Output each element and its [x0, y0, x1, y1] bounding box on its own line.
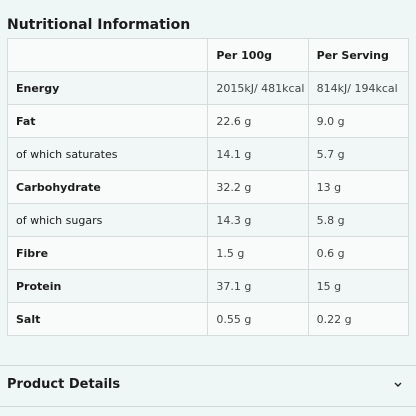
- nutrient-name: Energy: [6, 71, 209, 105]
- product-details-toggle[interactable]: Product Details: [0, 366, 416, 406]
- nutrient-value: 5.8 g: [307, 203, 410, 237]
- header-row: Per 100g Per Serving: [6, 38, 410, 72]
- nutrient-name: Protein: [6, 269, 209, 303]
- nutrient-value: 0.22 g: [307, 302, 410, 336]
- nutrient-value: 0.6 g: [307, 236, 410, 270]
- nutrient-value: 37.1 g: [207, 269, 309, 303]
- nutrient-name: Fibre: [6, 236, 209, 270]
- nutrient-value: 15 g: [307, 269, 410, 303]
- divider: [0, 406, 416, 407]
- nutrient-value: 14.1 g: [207, 137, 309, 171]
- product-details-label: Product Details: [7, 377, 121, 392]
- nutrient-value: 32.2 g: [207, 170, 309, 204]
- nutrient-value: 9.0 g: [307, 104, 410, 138]
- nutrient-value: 2015kJ/ 481kcal: [207, 71, 309, 105]
- nutrient-row: Fat 22.6 g 9.0 g: [6, 104, 410, 138]
- chevron-icon: [394, 382, 402, 387]
- nutrient-value: 13 g: [307, 170, 410, 204]
- header-cell: [6, 38, 209, 72]
- nutrient-row: of which saturates 14.1 g 5.7 g: [6, 137, 410, 171]
- nutrition-table: Per 100g Per Serving Energy 2015kJ/ 481kc…: [6, 38, 410, 336]
- nutrient-value: 1.5 g: [207, 236, 309, 270]
- nutrient-name: Fat: [6, 104, 209, 138]
- nutrient-row: Salt 0.55 g 0.22 g: [6, 302, 410, 336]
- nutrient-value: 5.7 g: [307, 137, 410, 171]
- nutrient-value: 814kJ/ 194kcal: [307, 71, 410, 105]
- nutrient-value: 14.3 g: [207, 203, 309, 237]
- section-title: Nutritional Information: [7, 17, 191, 33]
- nutrient-name: Salt: [6, 302, 209, 336]
- nutrient-value: 22.6 g: [207, 104, 309, 138]
- nutrient-row: of which sugars 14.3 g 5.8 g: [6, 203, 410, 237]
- nutrient-row: Fibre 1.5 g 0.6 g: [6, 236, 410, 270]
- header-cell: Per 100g: [207, 38, 309, 72]
- nutrient-row: Protein 37.1 g 15 g: [6, 269, 410, 303]
- header-cell: Per Serving: [307, 38, 410, 72]
- nutrient-name: of which sugars: [6, 203, 209, 237]
- nutrient-name: Carbohydrate: [6, 170, 209, 204]
- nutrient-row: Energy 2015kJ/ 481kcal 814kJ/ 194kcal: [6, 71, 410, 105]
- nutrient-row: Carbohydrate 32.2 g 13 g: [6, 170, 410, 204]
- divider: [0, 365, 416, 366]
- nutrient-name: of which saturates: [6, 137, 209, 171]
- nutrient-value: 0.55 g: [207, 302, 309, 336]
